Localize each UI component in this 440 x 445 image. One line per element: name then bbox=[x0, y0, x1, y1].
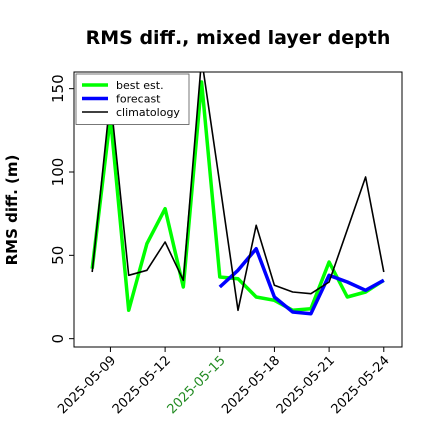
y-tick-label: 50 bbox=[49, 246, 67, 265]
y-tick-label: 0 bbox=[49, 334, 67, 344]
chart-title: RMS diff., mixed layer depth bbox=[86, 27, 391, 49]
y-axis-label: RMS diff. (m) bbox=[3, 155, 21, 266]
legend-entry: climatology bbox=[116, 106, 180, 119]
legend-entry: forecast bbox=[116, 93, 161, 106]
series-line-forecast bbox=[218, 246, 385, 316]
x-tick-label: 2025-05-24 bbox=[329, 353, 393, 417]
plot-frame bbox=[73, 71, 403, 348]
y-tick-label: 150 bbox=[49, 74, 67, 103]
series-lines bbox=[90, 72, 385, 316]
legend-entry: best est. bbox=[116, 79, 164, 92]
series-line-best-est bbox=[90, 80, 385, 313]
plot-area: 0501001502025-05-092025-05-122025-05-152… bbox=[49, 71, 403, 417]
y-tick-label: 100 bbox=[49, 158, 67, 187]
series-line-climatology bbox=[91, 72, 385, 312]
